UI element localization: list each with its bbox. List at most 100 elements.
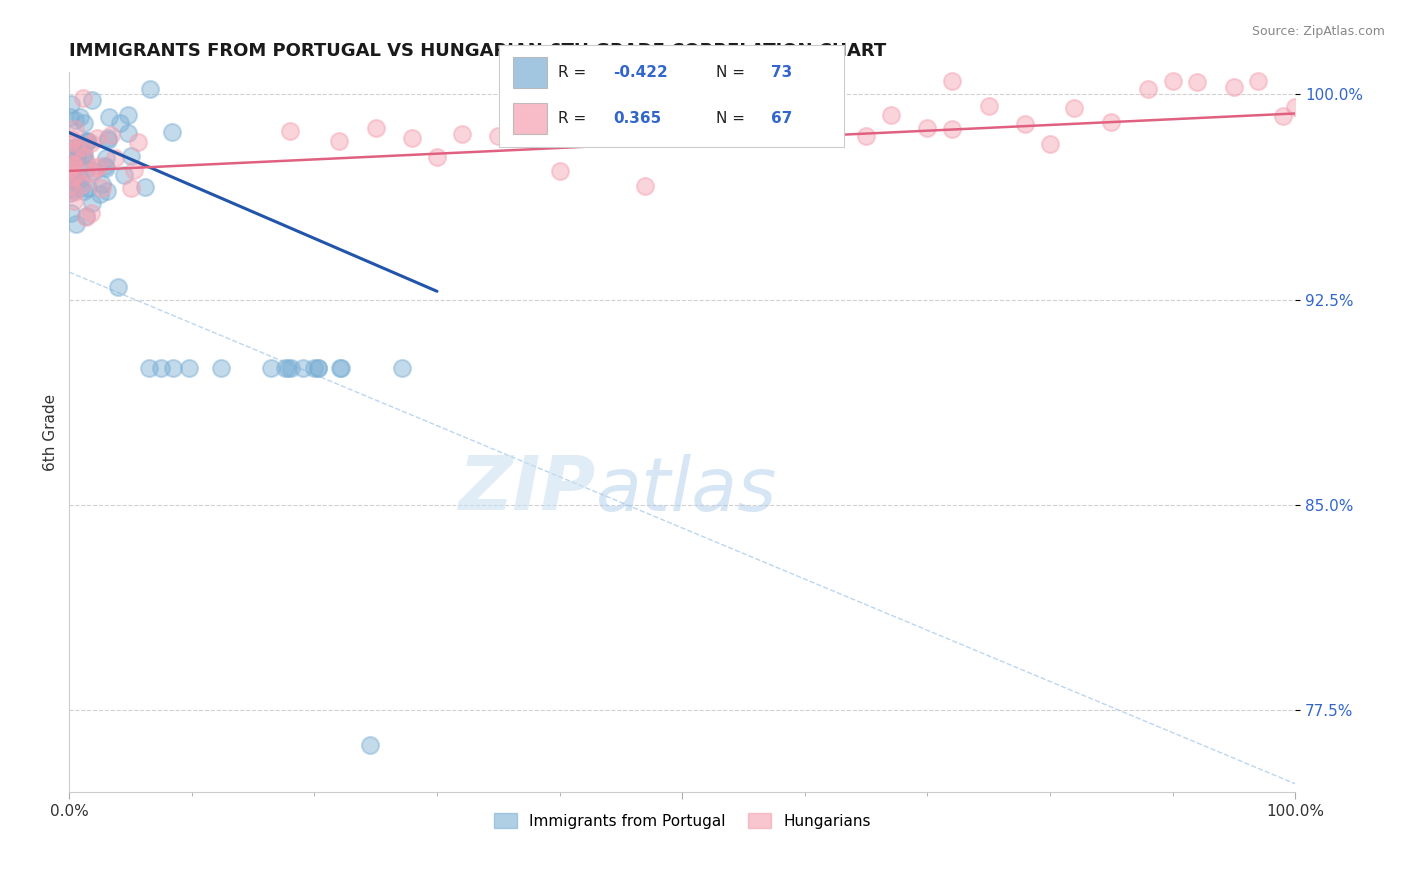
Point — [59, 178, 82, 192]
Point — [98, 110, 121, 124]
Point — [1284, 100, 1306, 114]
Point — [59, 110, 82, 124]
Point — [72, 177, 94, 191]
Text: N =: N = — [716, 65, 749, 79]
Point — [1223, 80, 1246, 95]
Point — [486, 128, 509, 143]
Point — [117, 126, 139, 140]
Point — [65, 168, 87, 182]
Point — [75, 211, 97, 225]
Point — [59, 136, 82, 150]
Text: R =: R = — [558, 111, 591, 126]
Point — [75, 162, 97, 177]
Point — [60, 132, 83, 146]
Point — [65, 218, 87, 232]
Point — [977, 98, 1000, 112]
Point — [793, 106, 815, 120]
Text: atlas: atlas — [596, 454, 778, 525]
Point — [75, 154, 97, 169]
Text: -0.422: -0.422 — [613, 65, 668, 79]
Bar — [513, 57, 547, 87]
Point — [1271, 109, 1294, 123]
Point — [733, 112, 755, 127]
Point — [696, 102, 718, 116]
Point — [855, 128, 877, 143]
Point — [59, 140, 82, 154]
Point — [66, 151, 89, 165]
Text: 67: 67 — [772, 111, 793, 126]
Point — [426, 151, 449, 165]
Point — [62, 151, 84, 165]
Point — [330, 360, 353, 375]
Point — [359, 739, 381, 753]
Point — [87, 159, 110, 173]
Point — [150, 360, 173, 375]
Point — [60, 165, 83, 179]
Text: 73: 73 — [772, 65, 793, 79]
Point — [401, 131, 423, 145]
Point — [59, 154, 82, 169]
Text: N =: N = — [716, 111, 749, 126]
Point — [96, 152, 118, 166]
Point — [302, 360, 325, 375]
Point — [548, 164, 571, 178]
Point — [108, 115, 131, 129]
Point — [329, 360, 352, 375]
Point — [63, 172, 86, 186]
Text: 0.365: 0.365 — [613, 111, 661, 126]
Point — [70, 181, 93, 195]
Point — [138, 82, 160, 96]
Point — [79, 206, 101, 220]
Point — [69, 138, 91, 153]
Point — [1185, 75, 1208, 89]
Point — [122, 162, 145, 177]
Point — [117, 108, 139, 122]
Text: R =: R = — [558, 65, 591, 79]
Point — [1137, 82, 1160, 96]
Point — [96, 184, 118, 198]
Point — [391, 360, 413, 375]
Point — [572, 120, 595, 134]
Point — [1247, 73, 1270, 87]
Point — [83, 163, 105, 178]
Point — [66, 147, 89, 161]
Point — [941, 73, 963, 87]
Point — [280, 360, 302, 375]
Point — [65, 168, 87, 182]
Point — [63, 113, 86, 128]
Point — [100, 128, 122, 142]
Point — [72, 147, 94, 161]
Point — [634, 178, 657, 193]
Point — [63, 158, 86, 172]
Point — [292, 360, 315, 375]
Point — [1099, 115, 1122, 129]
Point — [524, 102, 547, 116]
Point — [307, 360, 329, 375]
Point — [86, 131, 108, 145]
Point — [450, 127, 472, 141]
Point — [60, 206, 83, 220]
Point — [76, 134, 98, 148]
Point — [82, 166, 104, 180]
Point — [80, 136, 103, 151]
Point — [60, 167, 83, 181]
Point — [1014, 117, 1036, 131]
Point — [73, 116, 96, 130]
Point — [62, 194, 84, 208]
Point — [671, 118, 693, 132]
Point — [80, 93, 103, 107]
Point — [259, 360, 281, 375]
Point — [73, 150, 96, 164]
Point — [89, 186, 111, 201]
Point — [818, 128, 841, 143]
Point — [94, 160, 117, 174]
Point — [1161, 73, 1184, 87]
Point — [162, 360, 184, 375]
Point — [62, 184, 84, 198]
Point — [610, 125, 633, 139]
Point — [62, 157, 84, 171]
Point — [274, 360, 297, 375]
Point — [769, 96, 792, 111]
Point — [60, 96, 83, 111]
Point — [76, 135, 98, 149]
